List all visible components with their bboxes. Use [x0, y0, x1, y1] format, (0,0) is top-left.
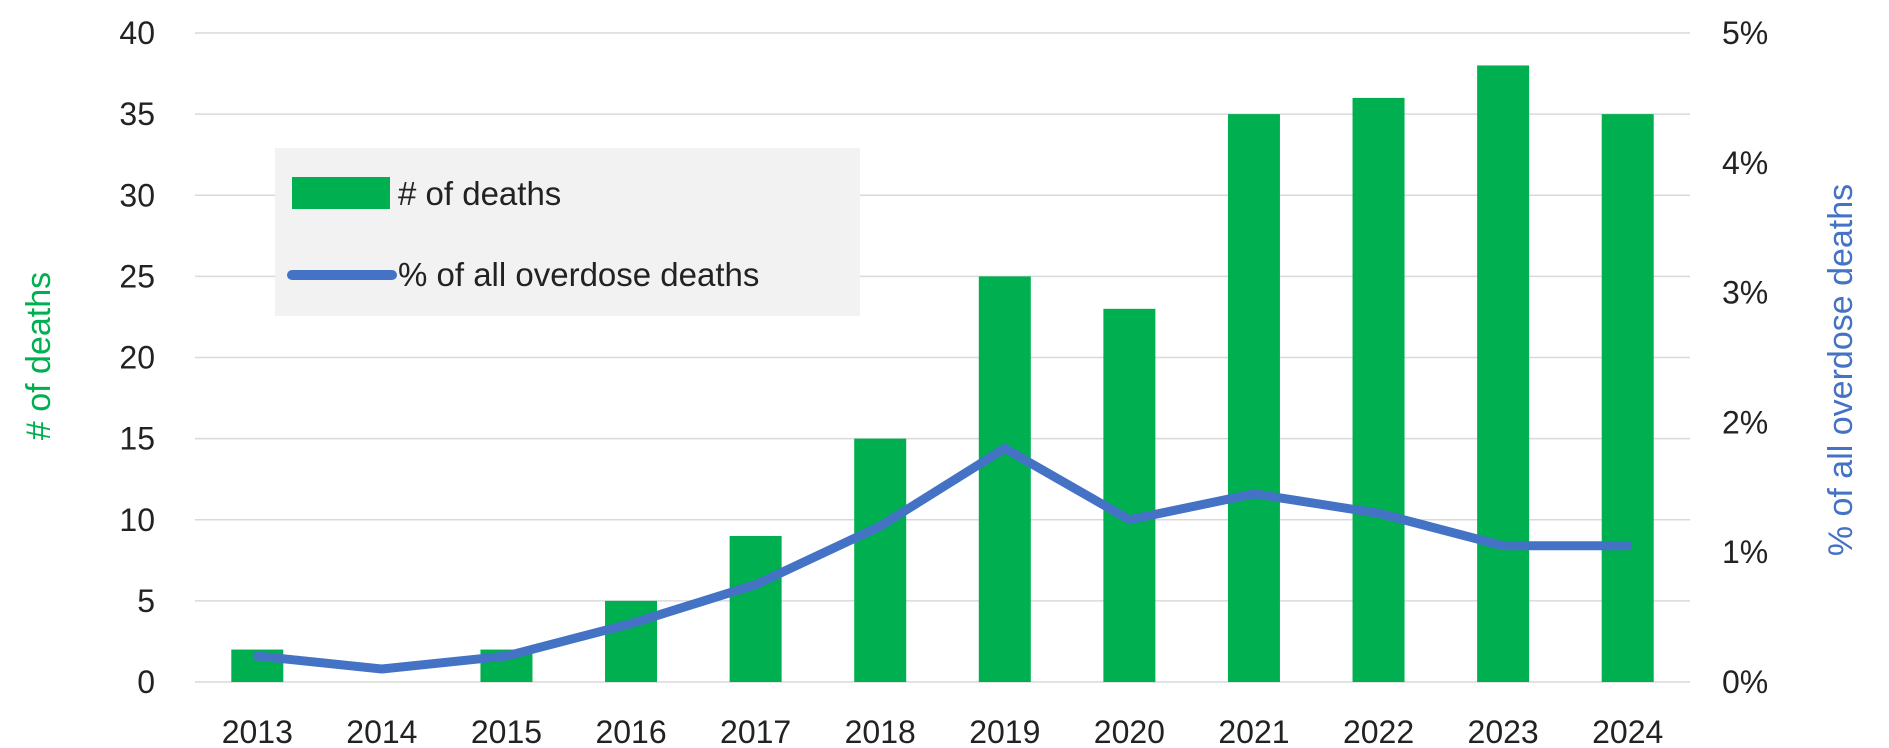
x-tick-label: 2023 [1468, 714, 1539, 748]
legend: # of deaths % of all overdose deaths [275, 148, 860, 316]
bar [1103, 308, 1156, 682]
percent-line [252, 443, 1633, 674]
line-point [256, 655, 259, 658]
line-point [754, 583, 757, 586]
bar [854, 438, 907, 682]
line-point [505, 655, 508, 658]
gridlines [195, 32, 1690, 683]
x-tick-label: 2014 [346, 714, 417, 748]
right-tick-label: 5% [1722, 15, 1768, 51]
line-point [1377, 512, 1380, 515]
line-point [1003, 447, 1006, 450]
line-point [1252, 492, 1255, 495]
x-tick-label: 2024 [1592, 714, 1663, 748]
right-tick-label: 0% [1722, 664, 1768, 700]
bar [1601, 114, 1654, 682]
legend-background [275, 148, 860, 316]
line-point [879, 525, 882, 528]
line-point [1502, 544, 1505, 547]
legend-label-deaths: # of deaths [398, 175, 561, 212]
left-tick-label: 25 [119, 258, 155, 294]
left-axis-ticks: 0 5 10 15 20 25 30 35 40 [119, 15, 155, 700]
right-tick-label: 4% [1722, 145, 1768, 181]
bar [1477, 65, 1530, 682]
x-tick-label: 2013 [222, 714, 293, 748]
x-tick-label: 2019 [969, 714, 1040, 748]
right-tick-label: 2% [1722, 404, 1768, 440]
right-tick-label: 1% [1722, 534, 1768, 570]
x-tick-label: 2021 [1218, 714, 1289, 748]
bar [729, 535, 782, 682]
bar [1352, 97, 1405, 682]
x-axis-ticks: 2013 2014 2015 2016 2017 2018 2019 2020 2021 2022… [222, 714, 1664, 748]
x-tick-label: 2022 [1343, 714, 1414, 748]
right-tick-label: 3% [1722, 275, 1768, 311]
left-tick-label: 10 [119, 502, 155, 538]
legend-bar-swatch [292, 177, 390, 209]
x-tick-label: 2016 [595, 714, 666, 748]
line-point [1626, 544, 1629, 547]
left-tick-label: 40 [119, 15, 155, 51]
x-tick-label: 2018 [845, 714, 916, 748]
left-tick-label: 35 [119, 96, 155, 132]
bar [605, 600, 658, 682]
right-axis-ticks: 0% 1% 2% 3% 4% 5% [1722, 15, 1768, 700]
x-tick-label: 2017 [720, 714, 791, 748]
bar [978, 276, 1031, 682]
x-tick-label: 2015 [471, 714, 542, 748]
left-tick-label: 20 [119, 340, 155, 376]
right-axis-title: % of all overdose deaths [1822, 184, 1860, 556]
line-series [252, 443, 1633, 674]
left-axis-title: # of deaths [20, 272, 58, 440]
left-tick-label: 15 [119, 421, 155, 457]
bar [1227, 114, 1280, 682]
bar-series [231, 65, 1654, 682]
line-point [1128, 518, 1131, 521]
left-tick-label: 30 [119, 177, 155, 213]
left-tick-label: 0 [137, 664, 155, 700]
legend-label-percent: % of all overdose deaths [398, 256, 759, 293]
x-tick-label: 2020 [1094, 714, 1165, 748]
line-point [630, 622, 633, 625]
left-tick-label: 5 [137, 583, 155, 619]
line-point [380, 668, 383, 671]
